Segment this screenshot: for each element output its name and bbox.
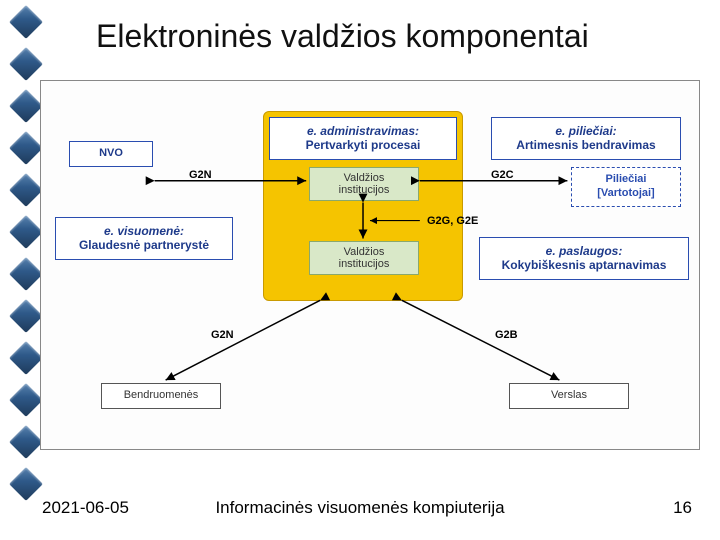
diamond-icon: [9, 299, 43, 333]
diamond-icon: [9, 47, 43, 81]
footer-page-number: 16: [673, 498, 692, 518]
box-society: e. visuomenė: Glaudesnė partnerystė: [55, 217, 233, 260]
diagram-frame: e. administravimas: Pertvarkyti procesai…: [40, 80, 700, 450]
box-eadmin: e. administravimas: Pertvarkyti procesai: [269, 117, 457, 160]
diamond-icon: [9, 467, 43, 501]
diamond-icon: [9, 425, 43, 459]
box-business: Verslas: [509, 383, 629, 409]
citizens-sub: [Vartotojai]: [578, 187, 674, 201]
footer-title: Informacinės visuomenės kompiuterija: [0, 498, 720, 518]
box-eadmin-head: e. administravimas:: [307, 124, 419, 138]
label-g2b: G2B: [495, 329, 518, 341]
box-ecitizens: e. piliečiai: Artimesnis bendravimas: [491, 117, 681, 160]
label-g2g-g2e: G2G, G2E: [427, 215, 478, 227]
diamond-icon: [9, 215, 43, 249]
label-g2n-bottom: G2N: [211, 329, 234, 341]
box-communities: Bendruomenės: [101, 383, 221, 409]
box-services-sub: Kokybiškesnis aptarnavimas: [502, 258, 667, 272]
gov2-sub: institucijos: [339, 258, 390, 270]
diamond-icon: [9, 131, 43, 165]
gov1-sub: institucijos: [339, 184, 390, 196]
slide-title: Elektroninės valdžios komponentai: [96, 18, 589, 55]
label-g2c: G2C: [491, 169, 514, 181]
box-society-head: e. visuomenė:: [104, 224, 184, 238]
gov2-top: Valdžios: [344, 246, 385, 258]
diamond-icon: [9, 383, 43, 417]
box-society-sub: Glaudesnė partnerystė: [79, 238, 209, 252]
diamond-icon: [9, 257, 43, 291]
gov-box-1: Valdžios institucijos: [309, 167, 419, 201]
label-g2n-top: G2N: [189, 169, 212, 181]
box-ecitizens-sub: Artimesnis bendravimas: [516, 138, 655, 152]
diamond-icon: [9, 89, 43, 123]
box-eadmin-sub: Pertvarkyti procesai: [306, 138, 421, 152]
box-nvo: NVO: [69, 141, 153, 167]
box-citizens-users: Piliečiai [Vartotojai]: [571, 167, 681, 207]
diamond-icon: [9, 5, 43, 39]
box-services-head: e. paslaugos:: [546, 244, 623, 258]
gov-box-2: Valdžios institucijos: [309, 241, 419, 275]
citizens-top: Piliečiai: [606, 173, 647, 185]
box-ecitizens-head: e. piliečiai:: [555, 124, 616, 138]
box-services: e. paslaugos: Kokybiškesnis aptarnavimas: [479, 237, 689, 280]
diamond-icon: [9, 341, 43, 375]
diamond-icon: [9, 173, 43, 207]
diagram: e. administravimas: Pertvarkyti procesai…: [41, 81, 699, 449]
gov1-top: Valdžios: [344, 172, 385, 184]
